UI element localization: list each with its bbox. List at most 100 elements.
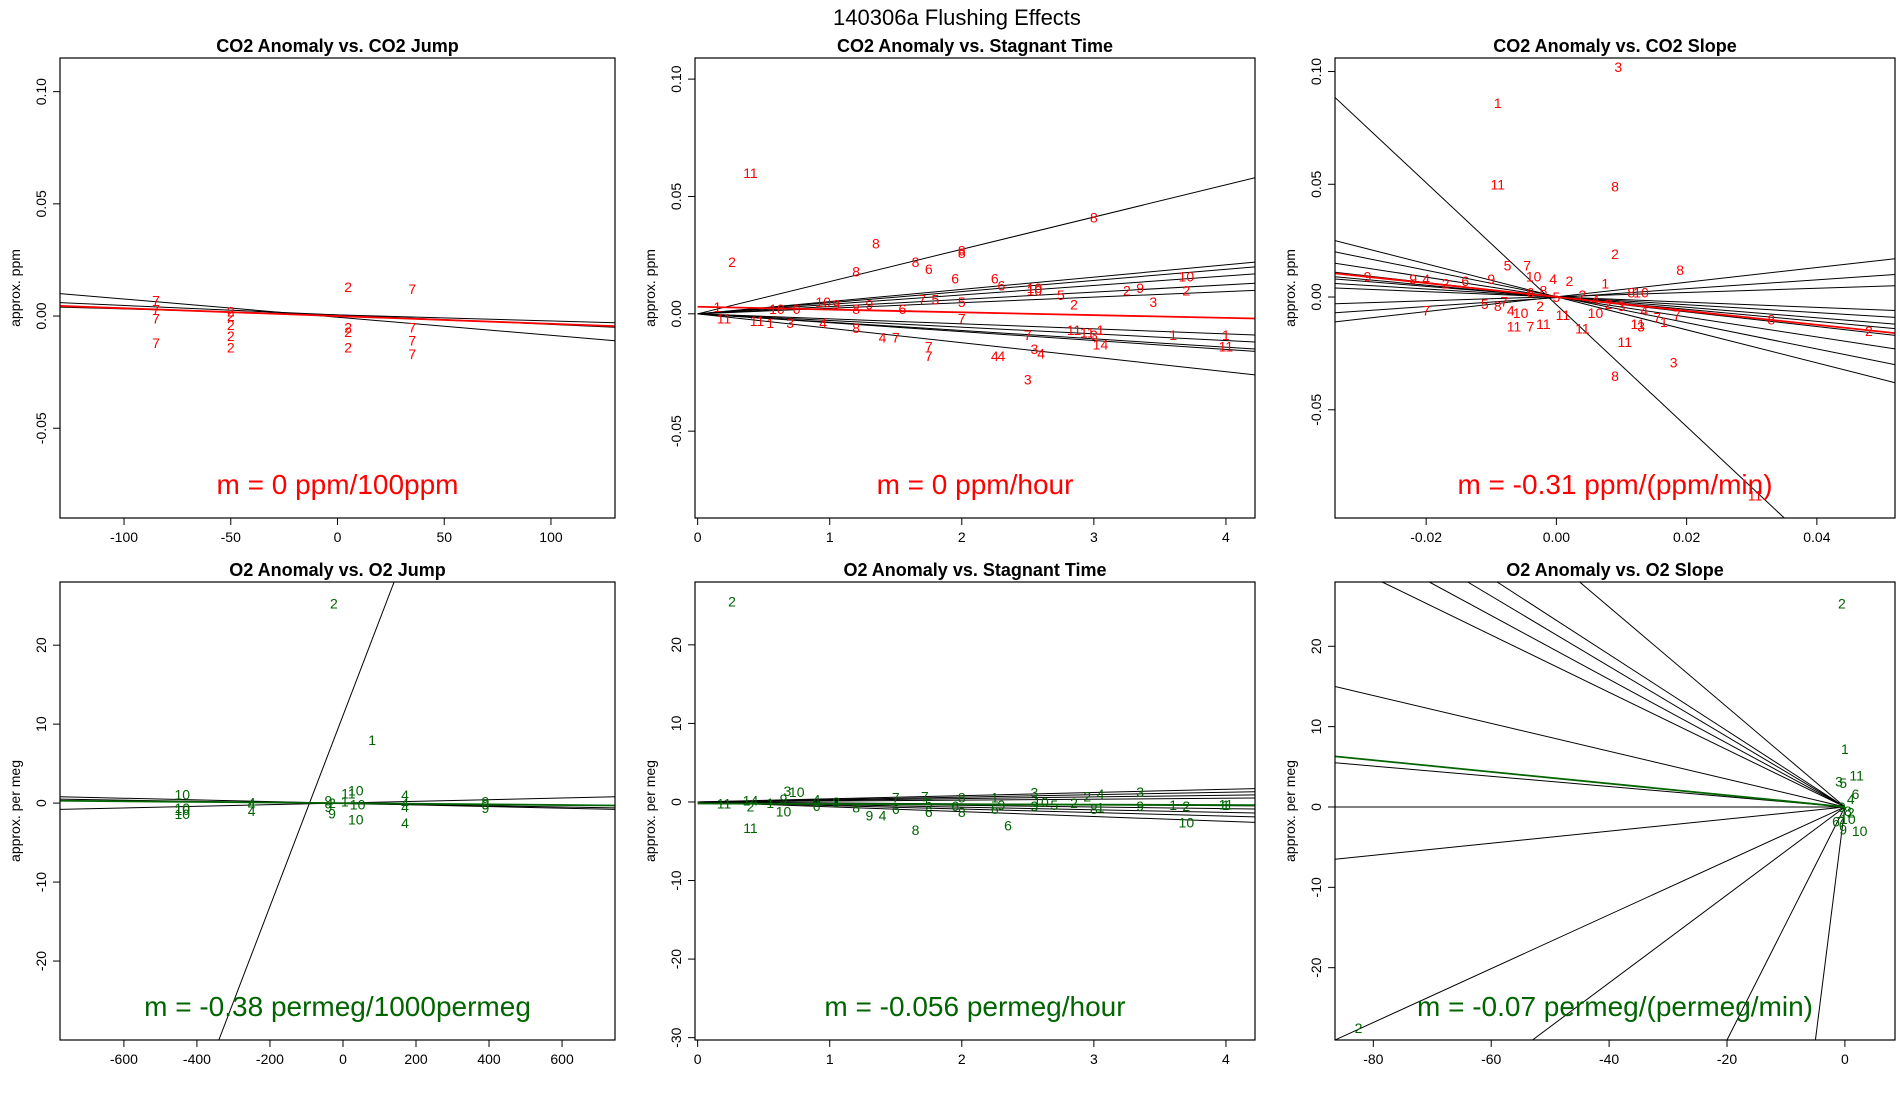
plot-frame <box>694 581 1256 1041</box>
slope-annotation: m = -0.07 permeg/(permeg/min) <box>1417 991 1813 1022</box>
regression-line <box>1335 287 1895 312</box>
data-point: 1 <box>991 789 999 805</box>
y-tick-label: 20 <box>668 637 684 653</box>
overall-fit-line <box>1335 755 1845 808</box>
data-point: 2 <box>1182 798 1190 814</box>
data-point: 10 <box>815 294 831 310</box>
y-tick-label: -20 <box>33 951 49 971</box>
x-tick-label: -200 <box>256 1051 284 1067</box>
data-point: 8 <box>1494 298 1502 314</box>
regression-line <box>1814 806 1846 1040</box>
y-tick-label: 0.00 <box>1308 283 1324 310</box>
data-point: 8 <box>912 254 920 270</box>
data-point: 14 <box>743 792 759 808</box>
regression-line <box>1532 806 1846 1040</box>
data-point: 1 <box>1660 314 1668 330</box>
data-point: 2 <box>1566 273 1574 289</box>
panel-title: CO2 Anomaly vs. CO2 Slope <box>1493 36 1736 56</box>
data-point: 1 <box>1169 797 1177 813</box>
y-axis-label: approx. ppm <box>1282 249 1298 327</box>
data-point: 3 <box>1090 327 1098 343</box>
data-point: 2 <box>728 594 736 610</box>
data-point: 6 <box>1526 285 1534 301</box>
y-tick-label: -30 <box>668 1027 684 1047</box>
data-point: 11 <box>1067 322 1082 338</box>
plot-frame <box>59 581 616 1041</box>
data-point: 5 <box>931 292 939 308</box>
data-point: 11 <box>1080 325 1095 341</box>
data-point: 8 <box>1676 262 1684 278</box>
y-tick-label: -0.05 <box>33 412 49 444</box>
data-point: 11 <box>1575 321 1590 337</box>
data-point: 6 <box>991 801 999 817</box>
slope-annotation: m = -0.38 permeg/1000permeg <box>144 991 531 1022</box>
data-point: 9 <box>1364 269 1372 285</box>
data-point: 9 <box>324 799 332 815</box>
data-point: 10 <box>175 802 191 818</box>
y-axis-label: approx. per meg <box>7 760 23 862</box>
data-point: 4 <box>819 315 827 331</box>
x-tick-label: 0 <box>1841 1051 1849 1067</box>
panel-title: O2 Anomaly vs. O2 Jump <box>229 560 445 580</box>
data-point: 7 <box>1523 257 1531 273</box>
regression-line <box>1335 762 1845 808</box>
data-point: 6 <box>925 261 933 277</box>
data-point: 9 <box>865 807 873 823</box>
x-tick-label: 0.02 <box>1673 529 1700 545</box>
data-point: 2 <box>1847 805 1855 821</box>
x-tick-label: 0.04 <box>1803 529 1830 545</box>
data-point: 7 <box>152 310 160 326</box>
data-point: 2 <box>1865 323 1873 339</box>
data-point: 9 <box>328 805 336 821</box>
regression-line <box>697 273 1255 315</box>
y-tick-label: 0 <box>1308 803 1324 811</box>
y-tick-label: -10 <box>1308 877 1324 897</box>
data-point: 1 <box>714 299 722 315</box>
data-point: 4 <box>401 815 409 831</box>
regression-line <box>1335 258 1895 323</box>
data-point: 10 <box>1027 282 1043 298</box>
data-point: 2 <box>1355 1020 1363 1036</box>
y-tick-label: 0.05 <box>1308 170 1324 197</box>
y-tick-label: 0.05 <box>33 190 49 217</box>
y-tick-label: -20 <box>1308 957 1324 977</box>
data-point: 4 <box>401 799 409 815</box>
y-tick-label: 0 <box>33 799 49 807</box>
panel-title: O2 Anomaly vs. Stagnant Time <box>843 560 1106 580</box>
y-tick-label: -10 <box>33 872 49 892</box>
panel-title: O2 Anomaly vs. O2 Slope <box>1506 560 1723 580</box>
regression-line <box>1335 251 1895 366</box>
data-point: 4 <box>998 348 1006 364</box>
data-point: 11 <box>1536 316 1551 332</box>
regression-line <box>1335 806 1845 860</box>
data-point: 9 <box>481 794 489 810</box>
data-point: 4 <box>879 807 887 823</box>
data-point: 2 <box>227 308 235 324</box>
data-point: 10 <box>1840 811 1856 827</box>
data-point: 11 <box>1631 316 1646 332</box>
data-point: 8 <box>958 245 966 261</box>
data-point: 9 <box>998 797 1006 813</box>
regression-line <box>1335 285 1895 305</box>
overall-fit-line <box>1335 272 1895 334</box>
data-point: 8 <box>1767 312 1775 328</box>
data-point: 7 <box>958 311 966 327</box>
data-point: 8 <box>958 242 966 258</box>
x-tick-label: -400 <box>183 1051 211 1067</box>
y-axis-label: approx. ppm <box>7 249 23 327</box>
data-point: 4 <box>991 348 999 364</box>
slope-annotation: m = -0.056 permeg/hour <box>824 991 1125 1022</box>
overall-fit-line <box>60 305 615 328</box>
data-point: 10 <box>1179 268 1195 284</box>
data-point: 10 <box>348 782 364 798</box>
data-point: 3 <box>1149 294 1157 310</box>
regression-line <box>697 788 1255 803</box>
data-point: 1 <box>1601 275 1609 291</box>
data-point: 7 <box>892 329 900 345</box>
y-tick-label: 0.05 <box>668 183 684 210</box>
data-point: 7 <box>1837 813 1845 829</box>
data-point: 2 <box>1182 282 1190 298</box>
x-tick-label: 100 <box>539 529 563 545</box>
regression-line <box>697 313 1255 336</box>
